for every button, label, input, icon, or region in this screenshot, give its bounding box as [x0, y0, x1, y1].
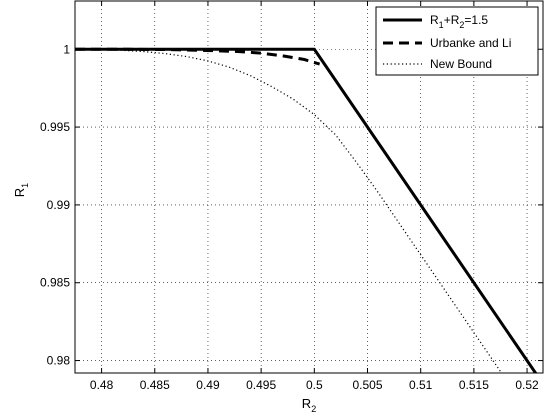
x-tick-label: 0.495 — [246, 378, 276, 392]
series-line-solid — [75, 47, 538, 373]
x-tick-label: 0.51 — [409, 378, 433, 392]
y-tick-label: 1 — [63, 42, 70, 56]
legend-label: R1+R2=1.5 — [430, 13, 488, 30]
x-tick-label: 0.49 — [196, 378, 220, 392]
legend-label-subscript: 2 — [459, 20, 464, 30]
legend-label: Urbanke and Li — [430, 36, 511, 50]
series-line-dotted — [75, 48, 533, 373]
legend-label-part: R — [430, 13, 439, 27]
y-tick-label: 0.98 — [47, 354, 71, 368]
tick-labels: 0.48 0.485 0.49 0.495 0.5 0.505 0.51 0.515 0.52 0… — [40, 42, 539, 392]
y-tick-label: 0.995 — [40, 120, 70, 134]
y-axis-label: R1 — [12, 183, 30, 197]
legend: R1+R2=1.5 Urbanke and Li New Bound — [375, 6, 539, 76]
x-tick-label: 0.52 — [515, 378, 539, 392]
x-tick-label: 0.5 — [306, 378, 323, 392]
ticks — [75, 1, 543, 373]
series-line-dashed — [75, 47, 321, 66]
x-axis-label: R2 — [302, 396, 316, 414]
x-tick-label: 0.515 — [459, 378, 489, 392]
plot-frame — [74, 0, 544, 374]
legend-label-subscript: 1 — [439, 20, 444, 30]
x-tick-label: 0.48 — [90, 378, 114, 392]
y-tick-label: 0.985 — [40, 276, 70, 290]
x-tick-label: 0.485 — [140, 378, 170, 392]
legend-entries: R1+R2=1.5 Urbanke and Li New Bound — [383, 13, 511, 71]
y-tick-label: 0.99 — [47, 198, 71, 212]
series-group — [75, 47, 538, 373]
legend-label: New Bound — [430, 57, 492, 71]
legend-label-part: +R — [444, 13, 460, 27]
legend-label-part: =1.5 — [464, 13, 488, 27]
x-tick-label: 0.505 — [352, 378, 382, 392]
